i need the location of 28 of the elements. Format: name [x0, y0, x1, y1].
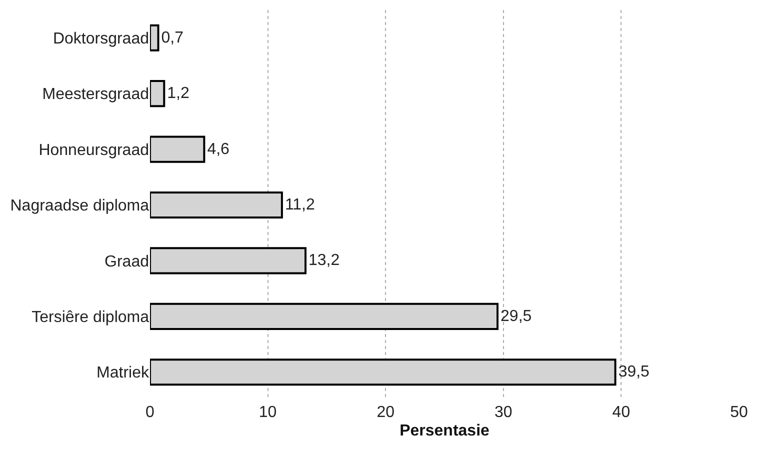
x-tick-label: 50 [730, 404, 748, 421]
bar [150, 358, 616, 386]
x-tick-label: 20 [376, 404, 395, 421]
data-label: 0,7 [161, 29, 184, 46]
bar [150, 191, 283, 219]
bar [150, 247, 306, 274]
x-tick-label: 40 [612, 404, 630, 421]
y-tick-label: Graad [104, 253, 149, 270]
y-tick-label: Matriek [96, 364, 150, 382]
y-tick-label: Nagraadse diploma [10, 198, 150, 215]
bar [150, 24, 160, 52]
x-tick-label: 10 [258, 404, 277, 421]
bar [150, 302, 499, 330]
y-tick-label: Meestersgraad [42, 86, 149, 104]
data-label: 39,5 [618, 364, 650, 381]
y-tick-label: Doktorsgraad [52, 30, 149, 48]
y-tick-label: Honneursgraad [38, 142, 149, 159]
y-tick-label: Tersiêre diploma [32, 309, 150, 326]
data-label: 4,6 [207, 140, 230, 158]
bar [150, 136, 206, 163]
data-label: 29,5 [500, 308, 532, 325]
x-tick-label: 30 [494, 404, 512, 421]
x-axis-title: Persentasie [400, 422, 490, 440]
data-label: 1,2 [167, 85, 190, 102]
x-tick-label: 0 [146, 404, 155, 421]
bar [150, 80, 166, 108]
data-label: 11,2 [284, 196, 315, 214]
data-label: 13,2 [308, 252, 340, 270]
